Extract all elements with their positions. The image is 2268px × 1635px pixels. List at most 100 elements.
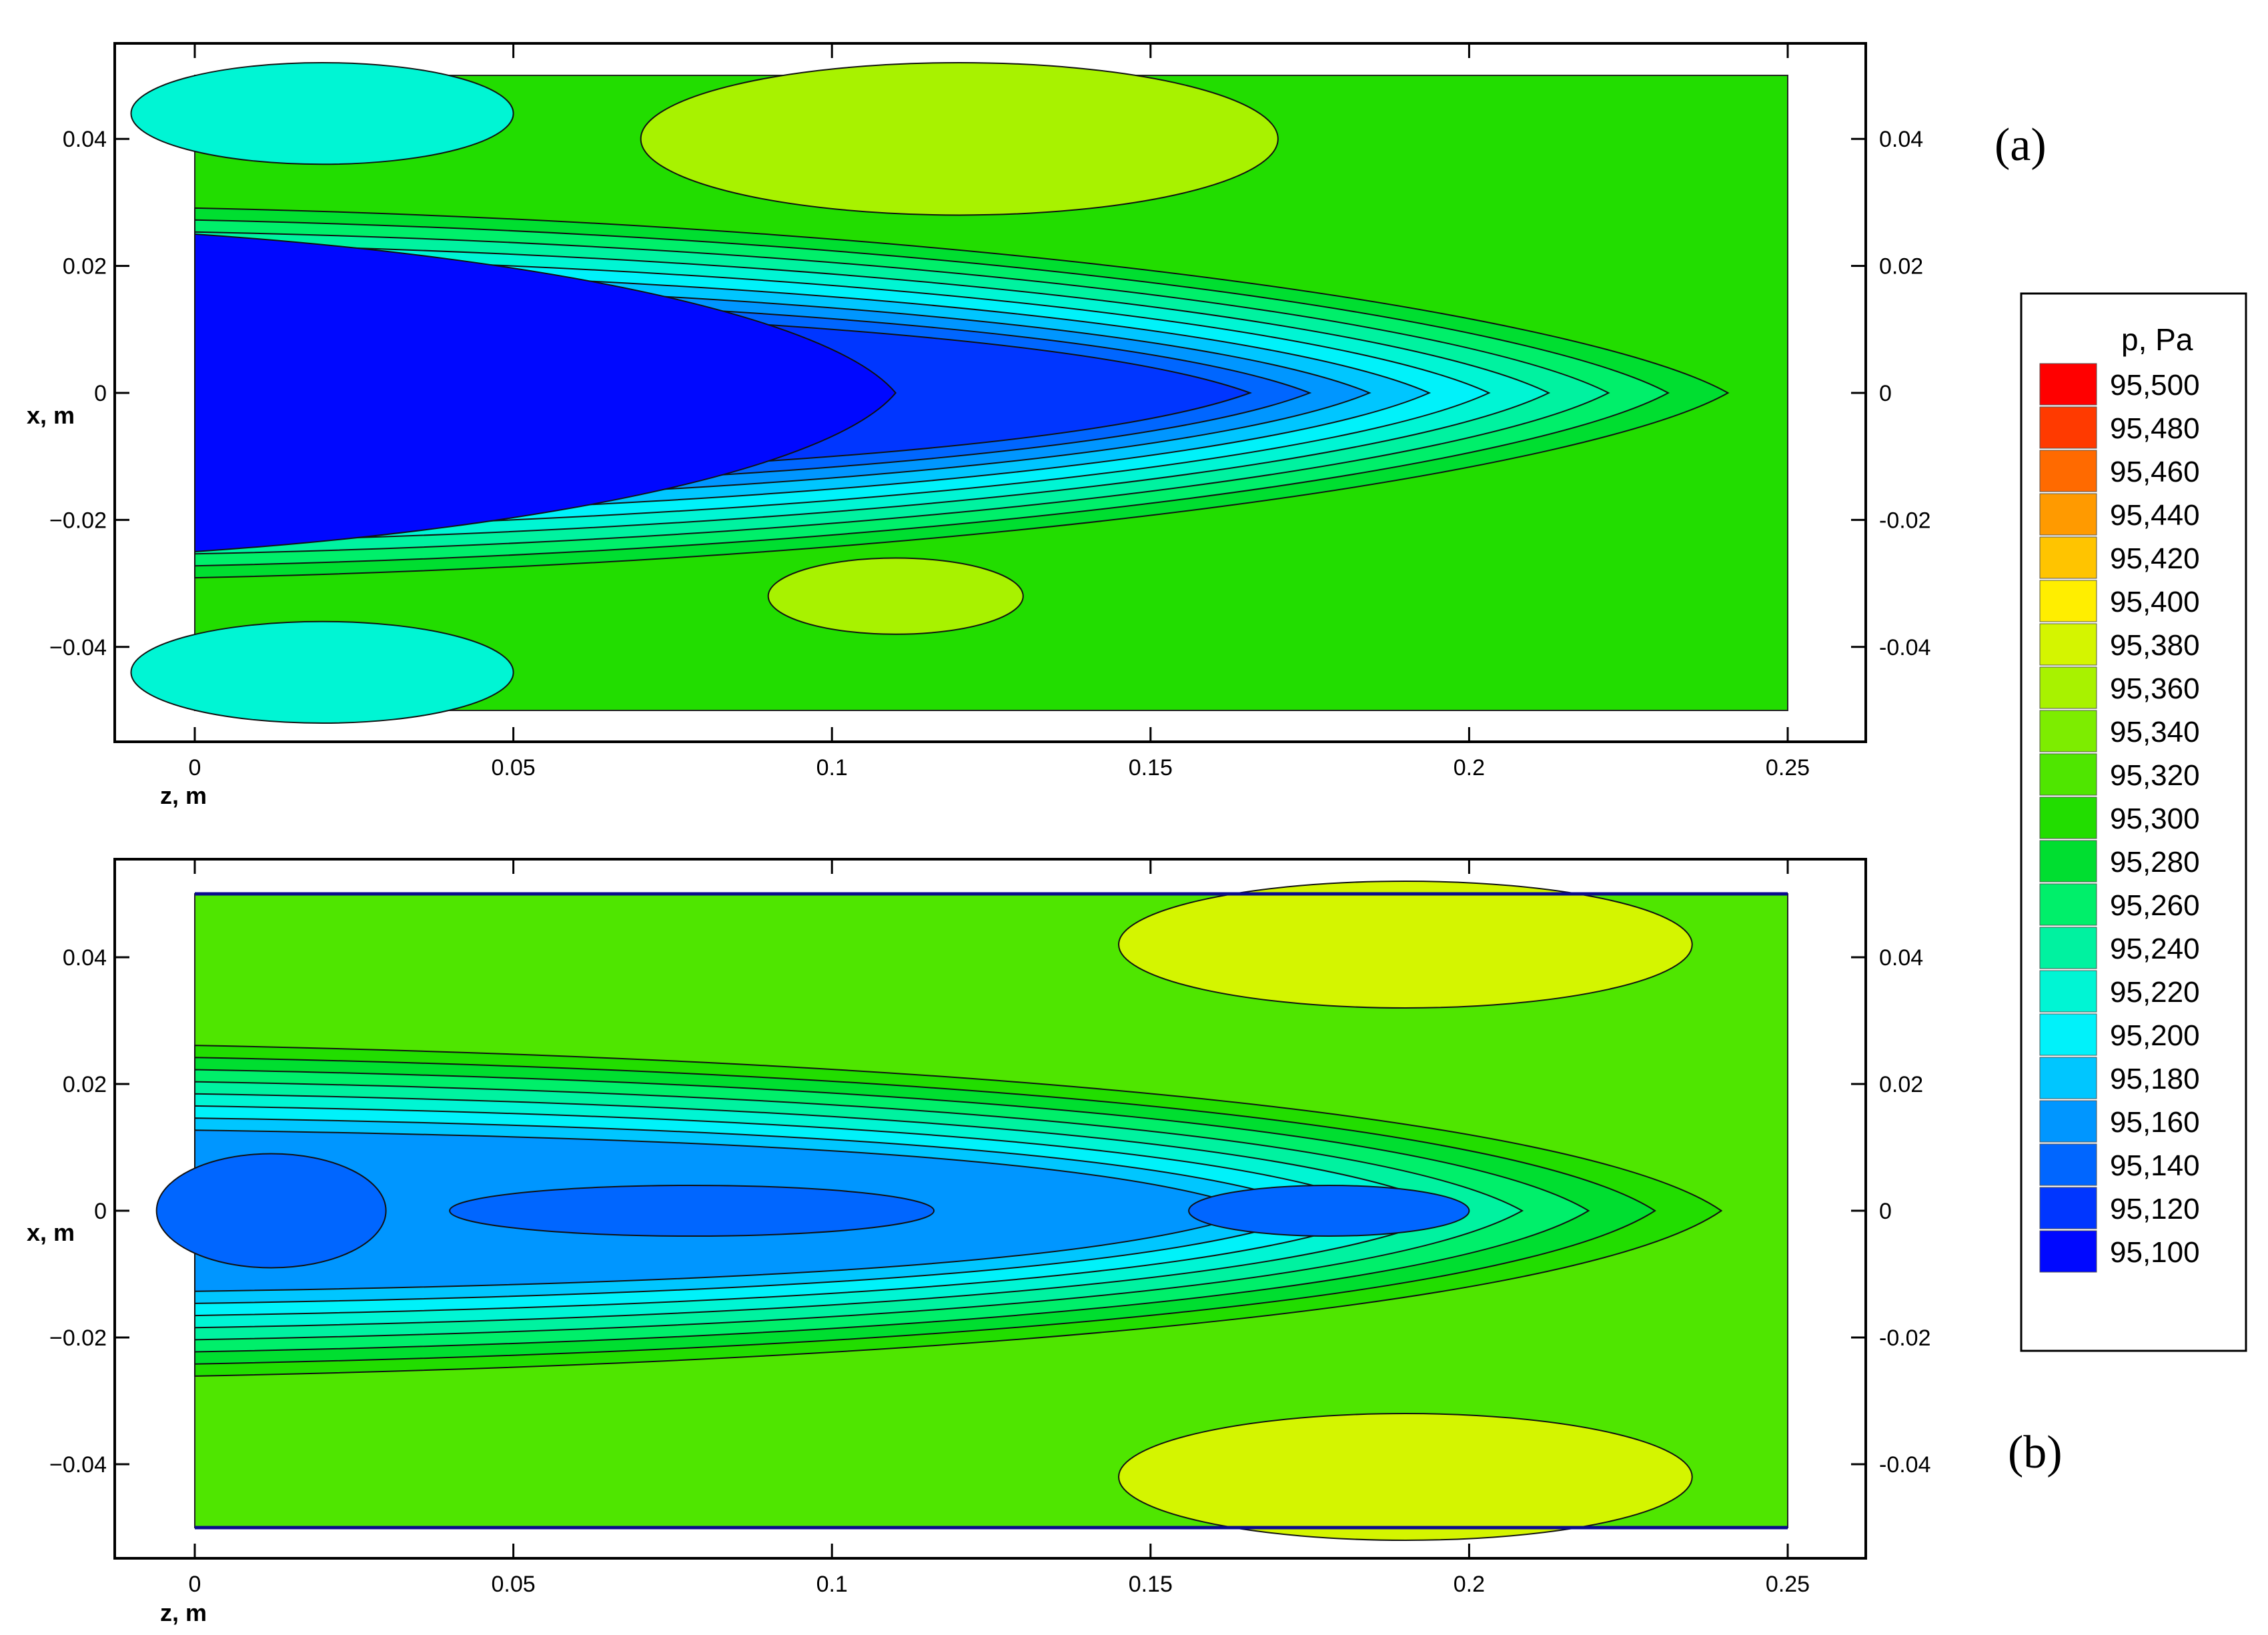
colorbar-level-label: 95,460	[2110, 456, 2200, 488]
panel-b-pressure-field	[155, 881, 1788, 1541]
y-tick-label-left: −0.04	[49, 635, 107, 660]
y-tick-label-left: −0.04	[49, 1452, 107, 1478]
colorbar-level-label: 95,240	[2110, 933, 2200, 965]
colorbar-level-label: 95,500	[2110, 369, 2200, 402]
y-tick-label-left: −0.02	[49, 1325, 107, 1351]
contour-band	[1118, 881, 1693, 1009]
y-tick-label-right: -0.04	[1879, 1452, 1931, 1478]
colorbar-swatch	[2039, 710, 2097, 752]
colorbar-level-label: 95,280	[2110, 846, 2200, 879]
colorbar-swatch	[2039, 840, 2097, 883]
contour-band	[194, 233, 897, 553]
y-tick-label-left: 0.04	[63, 127, 107, 152]
panel-b-axis-ticks: 0 0.05 0.1 0.15 0.2 0.25 0.04 0.04 0.02 0.02 0 0 −0.…	[49, 859, 1931, 1597]
x-tick-label: 0.2	[1454, 755, 1485, 780]
y-tick-label-right: 0.04	[1879, 945, 1923, 971]
y-tick-label-right: 0	[1879, 1199, 1892, 1224]
colorbar-swatch	[2039, 493, 2097, 536]
panel-b-z-axis-label: z, m	[160, 1599, 207, 1626]
colorbar-level-label: 95,100	[2110, 1236, 2200, 1269]
colorbar-level-label: 95,340	[2110, 716, 2200, 748]
contour-band	[449, 1185, 935, 1237]
colorbar-swatch	[2039, 580, 2097, 622]
x-tick-label: 0	[189, 755, 201, 780]
colorbar-level-label: 95,140	[2110, 1149, 2200, 1182]
colorbar-level-label: 95,420	[2110, 542, 2200, 575]
panel-b-x-axis-label: x, m	[27, 1219, 75, 1246]
colorbar-swatch	[2039, 1187, 2097, 1229]
x-tick-label: 0.25	[1766, 1572, 1810, 1597]
contour-band	[130, 61, 514, 165]
colorbar-level-label: 95,260	[2110, 889, 2200, 922]
colorbar-swatch	[2039, 666, 2097, 709]
colorbar-level-label: 95,360	[2110, 672, 2200, 705]
colorbar-swatches: 95,500 95,480 95,460 95,440 95,420 95,400 95,3…	[2039, 363, 2200, 1273]
colorbar-level-label: 95,160	[2110, 1106, 2200, 1139]
colorbar-level-label: 95,480	[2110, 412, 2200, 445]
colorbar-swatch	[2039, 1013, 2097, 1056]
colorbar-swatch	[2039, 1057, 2097, 1099]
colorbar-swatch	[2039, 450, 2097, 492]
y-tick-label-left: 0	[94, 381, 107, 406]
panel-a-pressure-field	[130, 61, 1788, 724]
y-tick-label-right: 0.04	[1879, 127, 1923, 152]
colorbar-swatch	[2039, 406, 2097, 449]
colorbar-level-label: 95,400	[2110, 586, 2200, 618]
y-tick-label-right: -0.02	[1879, 1325, 1931, 1351]
colorbar-level-label: 95,120	[2110, 1193, 2200, 1225]
colorbar-swatch	[2039, 536, 2097, 579]
y-tick-label-left: 0.02	[63, 1072, 107, 1097]
colorbar-swatch	[2039, 1230, 2097, 1273]
y-tick-label-left: 0	[94, 1199, 107, 1224]
contour-band	[767, 557, 1024, 635]
colorbar-swatch	[2039, 363, 2097, 406]
colorbar-swatch	[2039, 1100, 2097, 1143]
x-tick-label: 0.1	[816, 755, 848, 780]
contour-band	[155, 1153, 387, 1269]
colorbar-level-label: 95,320	[2110, 759, 2200, 792]
colorbar-swatch	[2039, 970, 2097, 1013]
y-tick-label-left: 0.04	[63, 945, 107, 971]
colorbar-title: p, Pa	[2121, 322, 2193, 357]
panel-a-z-axis-label: z, m	[160, 782, 207, 809]
y-tick-label-left: 0.02	[63, 254, 107, 280]
colorbar-level-label: 95,180	[2110, 1063, 2200, 1095]
y-tick-label-right: -0.04	[1879, 635, 1931, 660]
colorbar-legend: p, Pa 95,500 95,480 95,460 95,440 95,420 95,4…	[2020, 292, 2247, 1352]
colorbar-level-label: 95,200	[2110, 1019, 2200, 1052]
y-tick-label-right: -0.02	[1879, 508, 1931, 533]
colorbar-swatch	[2039, 1143, 2097, 1186]
colorbar-level-label: 95,220	[2110, 976, 2200, 1009]
panel-a-x-axis-label: x, m	[27, 402, 75, 429]
colorbar-swatch	[2039, 927, 2097, 969]
contour-band	[1188, 1185, 1470, 1237]
y-tick-label-left: −0.02	[49, 508, 107, 533]
x-tick-label: 0.2	[1454, 1572, 1485, 1597]
colorbar-level-label: 95,380	[2110, 629, 2200, 662]
x-tick-label: 0	[189, 1572, 201, 1597]
x-tick-label: 0.15	[1129, 1572, 1173, 1597]
x-tick-label: 0.05	[492, 755, 536, 780]
colorbar-swatch	[2039, 623, 2097, 666]
x-tick-label: 0.05	[492, 1572, 536, 1597]
panel-a-axis-ticks: 0 0.05 0.1 0.15 0.2 0.25 0.04 0.04 0.02 0.02 0 0 −0.…	[49, 43, 1931, 780]
colorbar-level-label: 95,300	[2110, 802, 2200, 835]
colorbar-swatch	[2039, 796, 2097, 839]
colorbar-level-label: 95,440	[2110, 499, 2200, 532]
colorbar-swatch	[2039, 753, 2097, 796]
y-tick-label-right: 0.02	[1879, 254, 1923, 280]
panel-a-label: (a)	[1995, 119, 2047, 171]
y-tick-label-right: 0	[1879, 381, 1892, 406]
x-tick-label: 0.25	[1766, 755, 1810, 780]
panel-b-label: (b)	[2008, 1427, 2063, 1478]
y-tick-label-right: 0.02	[1879, 1072, 1923, 1097]
panel-b-contour-plot: 0 0.05 0.1 0.15 0.2 0.25 0.04 0.04 0.02 0.02 0 0 −0.…	[27, 858, 2063, 1626]
x-tick-label: 0.1	[816, 1572, 848, 1597]
contour-band	[640, 61, 1279, 216]
panel-a-contour-plot: 0 0.05 0.1 0.15 0.2 0.25 0.04 0.04 0.02 0.02 0 0 −0.…	[27, 42, 2047, 809]
contour-band	[1118, 1413, 1693, 1541]
colorbar-swatch	[2039, 883, 2097, 926]
contour-band	[130, 620, 514, 724]
x-tick-label: 0.15	[1129, 755, 1173, 780]
